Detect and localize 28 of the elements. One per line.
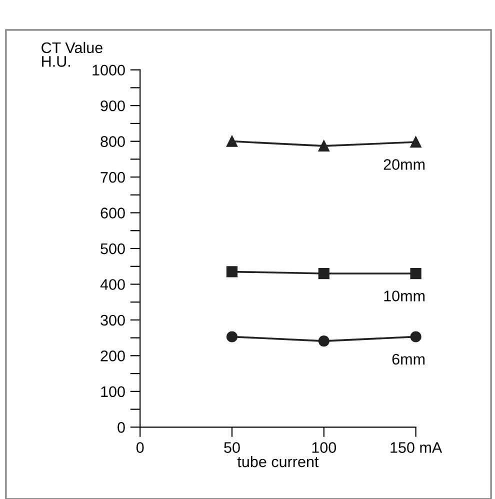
series-label: 10mm — [384, 290, 425, 302]
y-tick-label: 300 — [100, 314, 125, 326]
x-tick-label: 0 — [136, 442, 144, 453]
series-label: 6mm — [392, 354, 425, 365]
x-tick-label: 50 — [224, 442, 240, 453]
point — [226, 331, 238, 342]
point — [410, 268, 422, 280]
point — [318, 268, 330, 280]
y-tick-label: 800 — [100, 136, 125, 148]
y-tick-label: 500 — [100, 243, 125, 254]
point — [226, 136, 238, 147]
y-tick-label: 100 — [101, 386, 125, 398]
x-tick-label: 150 mA — [390, 442, 442, 453]
y-tick-label: 700 — [100, 172, 125, 183]
point — [226, 266, 238, 278]
y-tick-label: 600 — [100, 208, 125, 218]
point — [318, 140, 330, 152]
x-axis-title: tube current — [237, 456, 319, 468]
y-tick-label: 1000 — [92, 64, 125, 76]
y-tick-label: 900 — [100, 100, 125, 112]
point — [318, 335, 330, 347]
point — [410, 331, 422, 342]
series-label: 20mm — [384, 159, 425, 170]
x-tick-label: 100 — [312, 442, 336, 453]
y-tick-label: 0 — [118, 422, 125, 433]
y-tick-label: 200 — [100, 350, 125, 362]
y-tick-label: 400 — [100, 279, 125, 290]
point — [410, 136, 422, 148]
